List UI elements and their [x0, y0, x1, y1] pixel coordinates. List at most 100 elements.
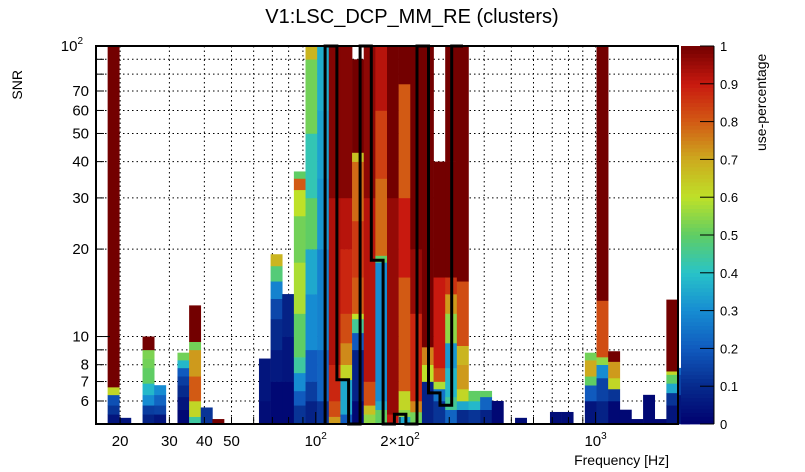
heatmap-cell — [375, 178, 388, 256]
colorbar-segment — [681, 144, 714, 149]
colorbar-segment — [681, 295, 714, 300]
colorbar-segment — [681, 136, 714, 141]
y-tick-label: 30 — [72, 190, 89, 207]
colorbar-segment — [681, 49, 714, 54]
heatmap-cell — [328, 400, 341, 417]
heatmap-cell — [398, 390, 411, 411]
heatmap-cell — [596, 400, 609, 425]
heatmap-cell — [608, 361, 621, 379]
heatmap-cell — [352, 349, 365, 402]
colorbar-tick-label: 0.6 — [720, 190, 738, 205]
heatmap-cell — [352, 332, 365, 351]
heatmap-cell — [480, 396, 493, 410]
colorbar-segment — [681, 378, 714, 383]
heatmap-cell — [363, 405, 376, 415]
colorbar-segment — [681, 389, 714, 395]
heatmap-cell — [491, 400, 504, 425]
colorbar-segment — [681, 393, 714, 398]
heatmap-cell — [398, 46, 411, 85]
heatmap-cell — [363, 197, 376, 382]
heatmap-cell — [340, 249, 353, 314]
colorbar-segment — [681, 174, 714, 179]
colorbar-tick-label: 0.1 — [720, 379, 738, 394]
colorbar-segment — [681, 61, 714, 66]
heatmap-cell — [619, 409, 632, 425]
colorbar-segment — [681, 272, 714, 277]
heatmap-cell — [293, 189, 306, 217]
heatmap-cell — [480, 409, 493, 425]
heatmap-cell — [631, 419, 644, 425]
y-tick-label: 7 — [81, 374, 89, 391]
colorbar-segment — [681, 182, 714, 187]
heatmap-cell — [363, 381, 376, 406]
heatmap-cell — [119, 417, 132, 425]
colorbar-segment — [681, 83, 714, 88]
heatmap-cell — [596, 357, 609, 365]
colorbar-segment — [681, 253, 714, 259]
colorbar-segment — [681, 321, 714, 327]
heatmap-cell — [375, 409, 388, 425]
heatmap-cell — [328, 197, 341, 365]
heatmap-cell — [328, 46, 341, 199]
colorbar-segment — [681, 114, 714, 119]
heatmap-cell — [212, 419, 225, 425]
y-tick-label: 8 — [81, 357, 89, 374]
colorbar-segment — [681, 87, 714, 92]
colorbar: 0 0.1 0.2 0.3 0.4 0.5 0.6 0.7 0.8 0.9 1 — [681, 39, 738, 432]
colorbar-segment — [681, 401, 714, 406]
heatmap-cell — [189, 305, 202, 342]
heatmap-cell — [666, 405, 679, 425]
x-tick-exponent: 2 — [321, 431, 327, 442]
heatmap-cell — [305, 46, 318, 60]
colorbar-segment — [681, 163, 714, 168]
heatmap-cell — [340, 343, 353, 365]
heatmap-cell — [398, 83, 411, 199]
colorbar-segment — [681, 170, 714, 175]
heatmap-cell — [456, 46, 469, 282]
heatmap-cell — [270, 381, 283, 425]
heatmap-cell — [340, 197, 353, 250]
colorbar-segment — [681, 121, 714, 126]
colorbar-segment — [681, 72, 714, 77]
heatmap-cell — [142, 405, 155, 415]
heatmap-cell — [293, 262, 306, 314]
y-tick-label: 60 — [72, 102, 89, 119]
colorbar-segment — [681, 397, 714, 402]
heatmap-cell — [107, 387, 120, 396]
colorbar-segment — [681, 110, 714, 115]
heatmap-cell — [107, 414, 120, 425]
heatmap-cell — [654, 419, 667, 425]
colorbar-tick-label: 0.9 — [720, 77, 738, 92]
colorbar-tick-label: 0.7 — [720, 152, 738, 167]
heatmap-cell — [305, 349, 318, 382]
heatmap-cell — [189, 349, 202, 377]
heatmap-cell — [270, 281, 283, 299]
x-tick-label: 103 — [584, 431, 607, 450]
colorbar-segment — [681, 197, 714, 202]
heatmap-cell — [421, 381, 434, 425]
colorbar-segment — [681, 276, 714, 281]
heatmap-cell — [305, 400, 318, 425]
colorbar-tick-label: 0.3 — [720, 304, 738, 319]
x-tick-label: 2×102 — [380, 431, 420, 450]
heatmap-cell — [154, 414, 167, 425]
heatmap-cell — [328, 416, 341, 425]
heatmap-cell — [666, 374, 679, 384]
heatmap-cell — [433, 381, 446, 390]
colorbar-tick-label: 1 — [720, 39, 727, 54]
heatmap-cell — [666, 371, 679, 375]
colorbar-segment — [681, 223, 714, 228]
x-tick-label: 102 — [305, 431, 328, 450]
heatmap-cell — [340, 364, 353, 381]
colorbar-segment — [681, 231, 714, 236]
heatmap-cell — [189, 400, 202, 417]
heatmap-cell — [456, 281, 469, 346]
colorbar-segment — [681, 155, 714, 160]
heatmap-cell — [305, 59, 318, 134]
heatmap-cell — [293, 215, 306, 263]
heatmap-cell — [363, 46, 376, 199]
colorbar-segment — [681, 76, 714, 81]
y-tick-label: 40 — [72, 154, 89, 171]
heatmap-cell — [608, 351, 621, 362]
